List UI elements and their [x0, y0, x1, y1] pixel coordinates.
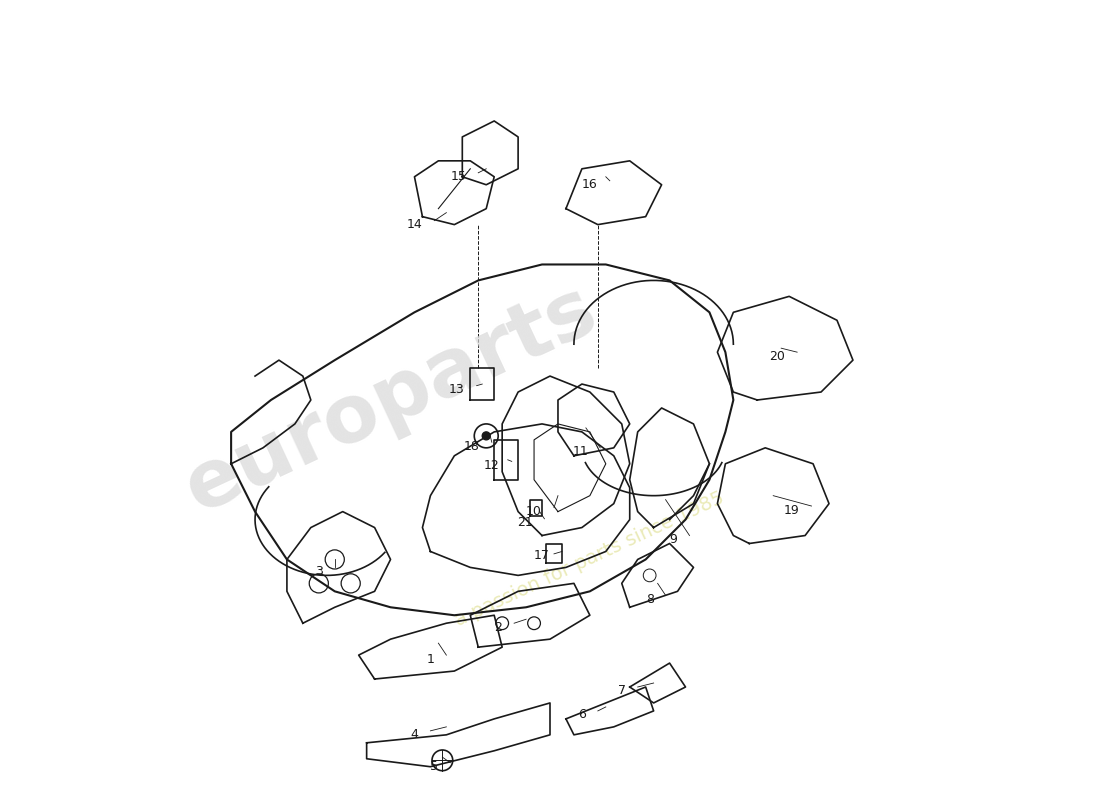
Text: 17: 17 [535, 549, 550, 562]
Text: 12: 12 [484, 459, 499, 472]
Text: 8: 8 [646, 593, 653, 606]
Text: 16: 16 [582, 178, 597, 191]
Text: 14: 14 [407, 218, 422, 231]
Text: 10: 10 [526, 505, 542, 518]
Text: 18: 18 [464, 440, 480, 453]
Text: 7: 7 [618, 685, 626, 698]
Text: 6: 6 [578, 709, 586, 722]
Text: 11: 11 [572, 446, 588, 458]
Text: europarts: europarts [173, 270, 609, 530]
Text: 21: 21 [517, 516, 532, 530]
Text: 2: 2 [494, 621, 503, 634]
Text: 9: 9 [670, 533, 678, 546]
Text: 1: 1 [427, 653, 434, 666]
Text: 13: 13 [449, 383, 464, 396]
Text: 20: 20 [769, 350, 785, 362]
Text: 5: 5 [430, 760, 439, 774]
Text: 15: 15 [450, 170, 466, 183]
Text: 3: 3 [315, 565, 322, 578]
Text: a passion for parts since 1985: a passion for parts since 1985 [452, 489, 727, 630]
Text: 19: 19 [784, 503, 800, 517]
Circle shape [482, 432, 491, 440]
Text: 4: 4 [410, 728, 418, 742]
